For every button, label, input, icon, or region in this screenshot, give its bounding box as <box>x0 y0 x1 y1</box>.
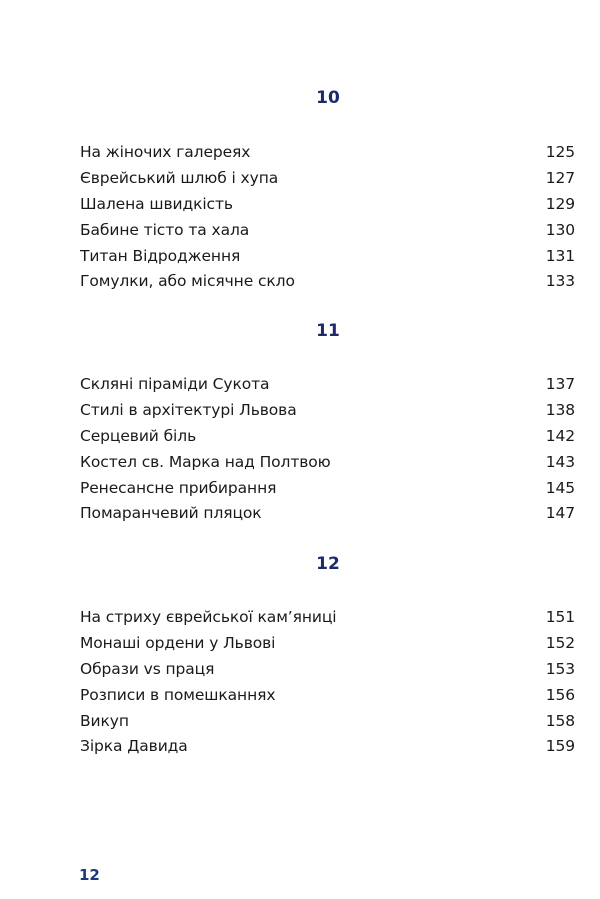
toc-entry-page: 145 <box>545 478 575 497</box>
section-heading-10: 10 <box>316 88 340 108</box>
toc-entry: Ренесансне прибирання 145 <box>80 476 575 502</box>
toc-list-section-11: Скляні піраміди Сукота 137 Стилі в архітек… <box>80 372 575 527</box>
toc-entry-title: Викуп <box>80 711 129 730</box>
page-number: 12 <box>79 866 100 884</box>
toc-entry-title: Серцевий біль <box>80 426 197 445</box>
toc-entry-title: Бабине тісто та хала <box>80 220 250 239</box>
toc-entry-title: Скляні піраміди Сукота <box>80 375 270 393</box>
toc-entry: Костел св. Марка над Полтвою 143 <box>80 450 575 476</box>
toc-entry-title: Гомулки, або місячне скло <box>80 272 295 291</box>
toc-entry-title: Монаші ордени у Львові <box>80 633 276 652</box>
toc-entry-title: Зірка Давида <box>80 737 188 756</box>
toc-entry: Титан Відродження 131 <box>80 244 575 270</box>
toc-entry-page: 159 <box>545 737 575 756</box>
toc-entry: На стриху єврейської кам’яниці 151 <box>80 605 575 631</box>
toc-entry-title: Образи vs праця <box>80 659 215 678</box>
toc-entry-page: 125 <box>545 143 575 161</box>
toc-entry: Монаші ордени у Львові 152 <box>80 631 575 657</box>
toc-entry-title: Шалена швидкість <box>80 194 233 213</box>
toc-entry-page: 152 <box>545 633 575 652</box>
toc-entry: Шалена швидкість 129 <box>80 192 575 218</box>
toc-entry: Стилі в архітектурі Львова 138 <box>80 398 575 424</box>
toc-entry: Образи vs праця 153 <box>80 657 575 683</box>
toc-entry-title: Ренесансне прибирання <box>80 478 277 497</box>
toc-entry-page: 151 <box>545 608 575 626</box>
section-heading-11: 11 <box>316 321 340 341</box>
toc-entry-title: Стилі в архітектурі Львова <box>80 400 297 419</box>
toc-entry-page: 133 <box>545 272 575 291</box>
toc-entry: Єврейський шлюб і хупа 127 <box>80 166 575 192</box>
toc-entry-page: 158 <box>545 711 575 730</box>
toc-entry-page: 127 <box>545 168 575 187</box>
toc-entry-page: 129 <box>545 194 575 213</box>
toc-entry: На жіночих галереях 125 <box>80 140 575 166</box>
toc-entry-page: 143 <box>545 452 575 471</box>
toc-entry-page: 130 <box>545 220 575 239</box>
toc-entry-title: Помаранчевий пляцок <box>80 504 262 523</box>
toc-entry-page: 147 <box>545 504 575 523</box>
toc-entry-page: 131 <box>545 246 575 265</box>
toc-entry: Бабине тісто та хала 130 <box>80 218 575 244</box>
toc-entry-page: 153 <box>545 659 575 678</box>
toc-entry: Гомулки, або місячне скло 133 <box>80 269 575 295</box>
toc-entry-page: 138 <box>545 400 575 419</box>
section-heading-12: 12 <box>316 554 340 574</box>
toc-entry-title: На жіночих галереях <box>80 143 251 161</box>
toc-entry-title: Титан Відродження <box>80 246 241 265</box>
toc-entry: Скляні піраміди Сукота 137 <box>80 372 575 398</box>
toc-entry-title: Єврейський шлюб і хупа <box>80 168 279 187</box>
toc-entry: Розписи в помешканнях 156 <box>80 683 575 709</box>
toc-entry: Зірка Давида 159 <box>80 734 575 760</box>
toc-entry-page: 156 <box>545 685 575 704</box>
toc-entry-title: Костел св. Марка над Полтвою <box>80 452 331 471</box>
toc-entry: Серцевий біль 142 <box>80 424 575 450</box>
toc-entry-page: 142 <box>545 426 575 445</box>
toc-entry-title: На стриху єврейської кам’яниці <box>80 608 337 626</box>
toc-entry-page: 137 <box>545 375 575 393</box>
toc-list-section-12: На стриху єврейської кам’яниці 151 Монаші … <box>80 605 575 760</box>
toc-list-section-10: На жіночих галереях 125 Єврейський шлюб і … <box>80 140 575 295</box>
toc-entry-title: Розписи в помешканнях <box>80 685 276 704</box>
toc-entry: Помаранчевий пляцок 147 <box>80 501 575 527</box>
toc-entry: Викуп 158 <box>80 709 575 735</box>
